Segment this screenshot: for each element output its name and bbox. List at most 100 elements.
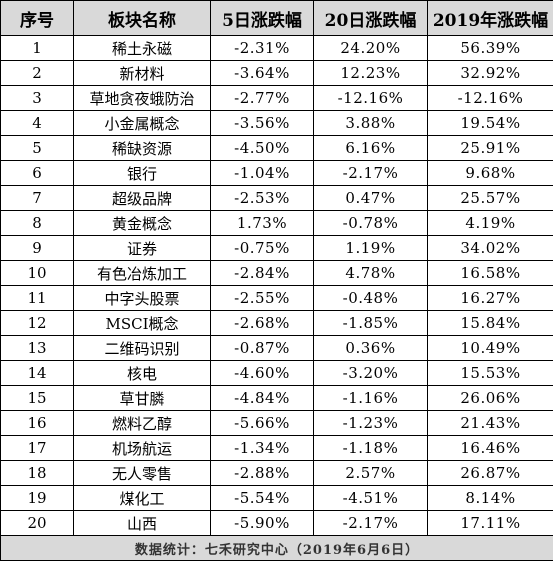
row-index: 1 (0, 35, 74, 61)
change-5day: -2.53% (210, 185, 314, 211)
change-5day: -1.04% (210, 160, 314, 186)
change-5day: -2.84% (210, 260, 314, 286)
table-row: 5 稀缺资源 -4.50% 6.16% 25.91% (0, 135, 553, 161)
change-ytd: 16.27% (427, 285, 553, 311)
change-ytd: 19.54% (427, 110, 553, 136)
change-ytd: 34.02% (427, 235, 553, 261)
change-20day: -1.23% (313, 410, 428, 436)
row-index: 18 (0, 460, 74, 486)
row-index: 10 (0, 260, 74, 286)
change-5day: -3.56% (210, 110, 314, 136)
table-row: 1 稀土永磁 -2.31% 24.20% 56.39% (0, 35, 553, 61)
table-row: 18 无人零售 -2.88% 2.57% 26.87% (0, 460, 553, 486)
row-index: 13 (0, 335, 74, 361)
change-ytd: 15.84% (427, 310, 553, 336)
change-ytd: 17.11% (427, 510, 553, 536)
change-ytd: 25.57% (427, 185, 553, 211)
change-5day: -2.55% (210, 285, 314, 311)
row-index: 19 (0, 485, 74, 511)
footer-row: 数据统计：七禾研究中心（2019年6月6日） (0, 535, 553, 561)
table-body: 1 稀土永磁 -2.31% 24.20% 56.39% 2 新材料 -3.64% 12.23% 3… (0, 35, 553, 536)
sector-name: 草甘膦 (73, 385, 211, 411)
change-20day: -0.78% (313, 210, 428, 236)
change-ytd: 21.43% (427, 410, 553, 436)
sector-name: 超级品牌 (73, 185, 211, 211)
header-5day-change: 5日涨跌幅 (210, 0, 314, 36)
change-ytd: 25.91% (427, 135, 553, 161)
table-row: 4 小金属概念 -3.56% 3.88% 19.54% (0, 110, 553, 136)
row-index: 14 (0, 360, 74, 386)
change-5day: -0.87% (210, 335, 314, 361)
row-index: 11 (0, 285, 74, 311)
change-ytd: 16.58% (427, 260, 553, 286)
change-5day: -3.64% (210, 60, 314, 86)
row-index: 20 (0, 510, 74, 536)
row-index: 3 (0, 85, 74, 111)
table-row: 11 中字头股票 -2.55% -0.48% 16.27% (0, 285, 553, 311)
sector-name: 中字头股票 (73, 285, 211, 311)
change-ytd: 9.68% (427, 160, 553, 186)
row-index: 7 (0, 185, 74, 211)
sector-name: 证券 (73, 235, 211, 261)
sector-name: 黄金概念 (73, 210, 211, 236)
sector-name: 稀土永磁 (73, 35, 211, 61)
table-row: 6 银行 -1.04% -2.17% 9.68% (0, 160, 553, 186)
change-20day: -0.48% (313, 285, 428, 311)
table-row: 13 二维码识别 -0.87% 0.36% 10.49% (0, 335, 553, 361)
row-index: 4 (0, 110, 74, 136)
sector-name: 山西 (73, 510, 211, 536)
change-ytd: 26.06% (427, 385, 553, 411)
table-row: 12 MSCI概念 -2.68% -1.85% 15.84% (0, 310, 553, 336)
sector-name: 二维码识别 (73, 335, 211, 361)
change-20day: 3.88% (313, 110, 428, 136)
change-20day: -1.85% (313, 310, 428, 336)
change-ytd: 16.46% (427, 435, 553, 461)
row-index: 17 (0, 435, 74, 461)
row-index: 9 (0, 235, 74, 261)
change-20day: 1.19% (313, 235, 428, 261)
table-row: 10 有色冶炼加工 -2.84% 4.78% 16.58% (0, 260, 553, 286)
sector-name: 草地贪夜蛾防治 (73, 85, 211, 111)
sector-name: 小金属概念 (73, 110, 211, 136)
change-ytd: 32.92% (427, 60, 553, 86)
change-20day: -1.18% (313, 435, 428, 461)
table-row: 15 草甘膦 -4.84% -1.16% 26.06% (0, 385, 553, 411)
table-row: 9 证券 -0.75% 1.19% 34.02% (0, 235, 553, 261)
change-ytd: 26.87% (427, 460, 553, 486)
table-row: 14 核电 -4.60% -3.20% 15.53% (0, 360, 553, 386)
change-20day: 0.47% (313, 185, 428, 211)
row-index: 12 (0, 310, 74, 336)
change-5day: -4.50% (210, 135, 314, 161)
change-5day: -4.60% (210, 360, 314, 386)
change-20day: -1.16% (313, 385, 428, 411)
header-index: 序号 (0, 0, 74, 36)
change-5day: -0.75% (210, 235, 314, 261)
header-20day-change: 20日涨跌幅 (313, 0, 428, 36)
change-5day: -5.66% (210, 410, 314, 436)
sector-name: 无人零售 (73, 460, 211, 486)
change-20day: 12.23% (313, 60, 428, 86)
table-row: 3 草地贪夜蛾防治 -2.77% -12.16% -12.16% (0, 85, 553, 111)
change-20day: -2.17% (313, 510, 428, 536)
change-5day: -2.88% (210, 460, 314, 486)
table-row: 8 黄金概念 1.73% -0.78% 4.19% (0, 210, 553, 236)
sector-name: 新材料 (73, 60, 211, 86)
sector-name: 核电 (73, 360, 211, 386)
change-ytd: -12.16% (427, 85, 553, 111)
change-5day: -1.34% (210, 435, 314, 461)
row-index: 16 (0, 410, 74, 436)
change-20day: 2.57% (313, 460, 428, 486)
change-5day: -2.31% (210, 35, 314, 61)
change-5day: -2.68% (210, 310, 314, 336)
sector-name: 稀缺资源 (73, 135, 211, 161)
change-5day: -4.84% (210, 385, 314, 411)
sector-name: 燃料乙醇 (73, 410, 211, 436)
sector-name: MSCI概念 (73, 310, 211, 336)
header-row: 序号 板块名称 5日涨跌幅 20日涨跌幅 2019年涨跌幅 (0, 0, 553, 36)
change-20day: 6.16% (313, 135, 428, 161)
header-ytd-change: 2019年涨跌幅 (427, 0, 553, 36)
change-ytd: 8.14% (427, 485, 553, 511)
change-5day: -5.90% (210, 510, 314, 536)
table-row: 20 山西 -5.90% -2.17% 17.11% (0, 510, 553, 536)
